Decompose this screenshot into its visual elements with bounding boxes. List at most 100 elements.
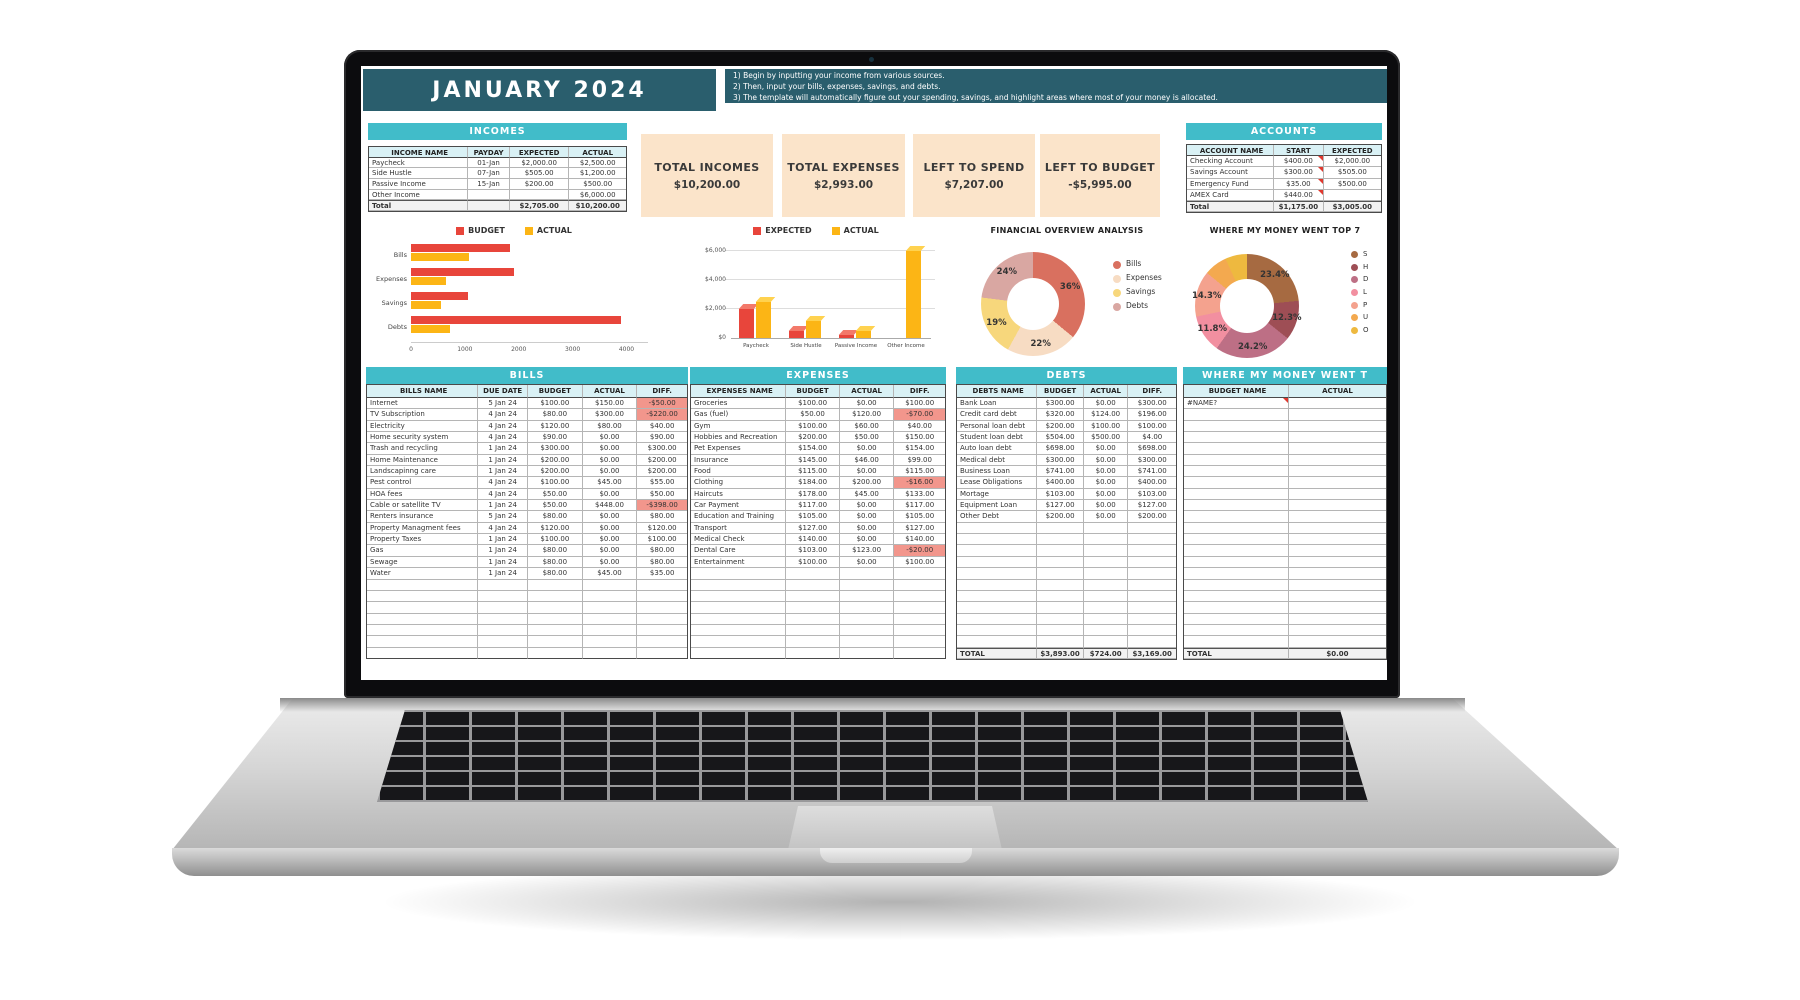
cell[interactable]: 4 Jan 24 bbox=[478, 488, 528, 501]
cell[interactable]: Trash and recycling bbox=[367, 443, 479, 455]
cell[interactable] bbox=[1184, 443, 1289, 455]
cell[interactable] bbox=[1184, 420, 1289, 433]
table-row[interactable]: Insurance $145.00 $46.00 $99.00 bbox=[691, 454, 945, 467]
cell[interactable] bbox=[1288, 636, 1386, 648]
cell[interactable]: Food bbox=[691, 466, 787, 478]
cell[interactable] bbox=[637, 580, 687, 591]
table-row[interactable] bbox=[1184, 579, 1386, 591]
table-row[interactable]: Side Hustle 07-Jan $505.00 $1,200.00 bbox=[369, 168, 626, 180]
cell[interactable]: $100.00 bbox=[1083, 420, 1129, 433]
cell[interactable] bbox=[1037, 568, 1084, 580]
cell[interactable] bbox=[509, 189, 570, 201]
table-row[interactable]: Paycheck 01-Jan $2,000.00 $2,500.00 bbox=[369, 157, 626, 169]
table-row[interactable] bbox=[1184, 545, 1386, 557]
cell[interactable]: $0.00 bbox=[839, 443, 895, 455]
table-row[interactable]: Gas 1 Jan 24 $80.00 $0.00 $80.00 bbox=[367, 545, 687, 557]
cell[interactable] bbox=[1288, 545, 1386, 557]
cell[interactable] bbox=[1128, 580, 1176, 591]
cell[interactable] bbox=[1288, 409, 1386, 421]
cell[interactable]: $50.00 bbox=[637, 489, 687, 501]
cell[interactable] bbox=[1037, 624, 1084, 637]
cell[interactable] bbox=[957, 568, 1038, 580]
cell[interactable] bbox=[1184, 432, 1289, 444]
cell[interactable]: $154.00 bbox=[894, 443, 945, 455]
cell[interactable]: Personal loan debt bbox=[957, 420, 1038, 433]
cell[interactable]: $2,500.00 bbox=[569, 158, 626, 169]
cell[interactable]: $0.00 bbox=[1083, 511, 1129, 523]
cell[interactable]: Entertainment bbox=[691, 556, 787, 569]
cell[interactable]: $80.00 bbox=[637, 545, 687, 557]
cell[interactable]: Other Debt bbox=[957, 511, 1038, 523]
table-row[interactable]: Equipment Loan $127.00 $0.00 $127.00 bbox=[957, 500, 1176, 512]
cell[interactable] bbox=[1083, 624, 1129, 637]
cell[interactable] bbox=[691, 602, 787, 614]
cell[interactable]: $100.00 bbox=[528, 477, 583, 489]
cell[interactable]: $50.00 bbox=[528, 488, 583, 501]
cell[interactable]: $300.00 bbox=[528, 443, 583, 455]
cell[interactable]: -$220.00 bbox=[637, 409, 687, 421]
cell[interactable]: $2,705.00 bbox=[509, 200, 570, 212]
cell[interactable] bbox=[691, 579, 787, 591]
cell[interactable]: Insurance bbox=[691, 454, 787, 467]
cell[interactable]: Checking Account bbox=[1187, 156, 1275, 168]
cell[interactable] bbox=[1037, 522, 1084, 535]
cell[interactable]: 1 Jan 24 bbox=[478, 534, 528, 546]
table-row[interactable]: HOA fees 4 Jan 24 $50.00 $0.00 $50.00 bbox=[367, 488, 687, 501]
table-row[interactable] bbox=[367, 613, 687, 625]
cell[interactable]: $300.00 bbox=[637, 443, 687, 455]
cell[interactable]: $0.00 bbox=[582, 522, 638, 535]
cell[interactable]: $0.00 bbox=[839, 398, 895, 410]
cell[interactable]: Cable or satellite TV bbox=[367, 500, 479, 512]
cell[interactable] bbox=[691, 568, 787, 580]
cell[interactable] bbox=[1288, 614, 1386, 625]
cell[interactable] bbox=[1184, 636, 1289, 648]
cell[interactable] bbox=[1083, 556, 1129, 569]
table-row[interactable]: Other Income $6,000.00 bbox=[369, 189, 626, 201]
cell[interactable]: $0.00 bbox=[839, 534, 895, 546]
cell[interactable] bbox=[894, 614, 945, 625]
cell[interactable] bbox=[1288, 455, 1386, 467]
cell[interactable]: $154.00 bbox=[786, 443, 840, 455]
cell[interactable]: $0.00 bbox=[1288, 647, 1386, 660]
cell[interactable] bbox=[1184, 477, 1289, 489]
cell[interactable] bbox=[367, 590, 479, 603]
cell[interactable] bbox=[1037, 602, 1084, 614]
cell[interactable]: $120.00 bbox=[839, 409, 895, 421]
left-to-spend-card[interactable]: LEFT TO SPEND $7,207.00 bbox=[913, 134, 1035, 217]
table-row[interactable]: Internet 5 Jan 24 $100.00 $150.00 -$50.00 bbox=[367, 398, 687, 410]
cell[interactable] bbox=[468, 200, 510, 212]
cell[interactable]: $200.00 bbox=[528, 466, 583, 478]
table-row[interactable]: Water 1 Jan 24 $80.00 $45.00 $35.00 bbox=[367, 568, 687, 580]
cell[interactable]: Paycheck bbox=[369, 157, 469, 169]
cell[interactable]: $0.00 bbox=[582, 556, 638, 569]
cell[interactable]: $80.00 bbox=[637, 557, 687, 569]
table-row[interactable] bbox=[957, 590, 1176, 603]
cell[interactable]: $0.00 bbox=[1083, 443, 1129, 455]
cell[interactable]: $0.00 bbox=[582, 534, 638, 546]
cell[interactable]: Property Managment fees bbox=[367, 522, 479, 535]
table-row[interactable] bbox=[957, 636, 1176, 648]
cell[interactable]: $127.00 bbox=[894, 523, 945, 535]
cell[interactable] bbox=[478, 579, 528, 591]
table-row[interactable]: Haircuts $178.00 $45.00 $133.00 bbox=[691, 488, 945, 501]
cell[interactable]: Car Payment bbox=[691, 500, 787, 512]
table-row[interactable]: Property Taxes 1 Jan 24 $100.00 $0.00 $100.0… bbox=[367, 534, 687, 546]
table-row[interactable] bbox=[957, 545, 1176, 557]
cell[interactable]: $100.00 bbox=[528, 398, 583, 410]
cell[interactable] bbox=[1083, 636, 1129, 648]
cell[interactable] bbox=[839, 579, 895, 591]
table-row[interactable]: Pest control 4 Jan 24 $100.00 $45.00 $55.00 bbox=[367, 477, 687, 489]
cell[interactable]: -$20.00 bbox=[894, 545, 945, 557]
cell[interactable]: $0.00 bbox=[1083, 454, 1129, 467]
cell[interactable]: $2,000.00 bbox=[1323, 156, 1381, 168]
table-row[interactable] bbox=[1184, 568, 1386, 580]
table-row[interactable]: Sewage 1 Jan 24 $80.00 $0.00 $80.00 bbox=[367, 556, 687, 569]
table-row[interactable] bbox=[1184, 534, 1386, 546]
cell[interactable]: $300.00 bbox=[1037, 454, 1084, 467]
cell[interactable] bbox=[1288, 477, 1386, 489]
cell[interactable]: $200.00 bbox=[528, 454, 583, 467]
cell[interactable]: $55.00 bbox=[637, 477, 687, 489]
cell[interactable]: $0.00 bbox=[839, 511, 895, 523]
cell[interactable]: Medical debt bbox=[957, 454, 1038, 467]
cell[interactable]: $45.00 bbox=[582, 477, 638, 489]
